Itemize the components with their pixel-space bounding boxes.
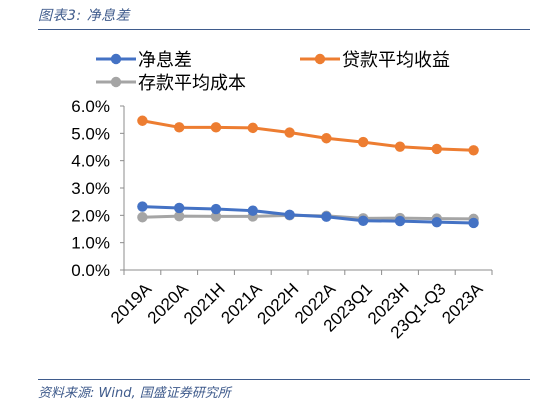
figure-title: 图表3: 净息差: [38, 8, 131, 24]
data-point: [284, 209, 295, 220]
data-point: [468, 217, 479, 229]
y-tick-label: 1.0%: [71, 234, 110, 253]
data-point: [210, 211, 222, 222]
data-point: [137, 201, 148, 212]
data-point: [210, 203, 222, 215]
data-point: [394, 215, 406, 227]
legend-label: 存款平均成本: [138, 73, 246, 94]
source-note: 资料来源: Wind, 国盛证券研究所: [38, 386, 231, 401]
data-point: [247, 205, 258, 216]
data-point: [174, 210, 185, 222]
legend-swatch-marker: [314, 53, 326, 65]
data-point: [284, 127, 295, 138]
x-tick-label: 2019A: [107, 279, 156, 328]
series-line: [142, 119, 474, 152]
data-point: [174, 202, 185, 214]
data-point: [358, 136, 369, 148]
data-point: [468, 145, 479, 156]
title-divider: [38, 29, 530, 30]
y-tick-label: 0.0%: [71, 261, 110, 280]
data-point: [210, 122, 222, 133]
data-point: [247, 122, 258, 134]
data-point: [394, 141, 406, 152]
data-point: [321, 133, 332, 144]
data-point: [137, 115, 148, 126]
x-tick-label: 2022H: [254, 279, 303, 328]
y-tick-label: 2.0%: [71, 206, 110, 225]
source-divider: [38, 379, 530, 380]
y-tick-label: 4.0%: [71, 152, 110, 171]
x-tick-label: 2023A: [438, 279, 487, 328]
data-point: [358, 215, 369, 226]
y-tick-label: 6.0%: [71, 97, 110, 116]
series-line: [142, 205, 474, 225]
data-point: [431, 143, 442, 155]
data-point: [431, 216, 442, 228]
x-tick-label: 2021H: [180, 279, 229, 328]
data-point: [137, 212, 148, 223]
legend-label: 贷款平均收益: [342, 50, 450, 71]
data-point: [174, 122, 185, 133]
legend-label: 净息差: [138, 50, 192, 71]
data-point: [321, 211, 332, 222]
y-tick-label: 5.0%: [71, 124, 110, 143]
y-tick-label: 3.0%: [71, 179, 110, 198]
legend-swatch-marker: [110, 53, 122, 65]
chart-series: [137, 115, 479, 229]
legend-swatch-marker: [110, 76, 122, 88]
